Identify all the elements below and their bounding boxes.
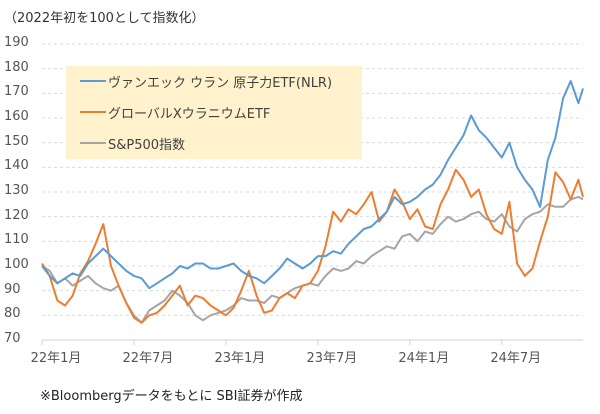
- y-tick-label: 150: [4, 133, 29, 149]
- x-tick-label: 24年1月: [398, 351, 450, 366]
- legend-label-ura: グローバルXウラニウムETF: [108, 106, 271, 122]
- legend-label-nlr: ヴァンエック ウラン 原子力ETF(NLR): [108, 75, 333, 91]
- legend-item-sp500: S&P500指数: [80, 133, 185, 153]
- x-tick-label: 22年7月: [122, 351, 174, 366]
- legend-label-sp500: S&P500指数: [108, 137, 186, 153]
- source-footnote: ※Bloombergデータをもとに SBI証券が作成: [40, 389, 303, 404]
- y-tick-label: 120: [4, 207, 29, 223]
- legend-swatch-sp500: [80, 142, 106, 144]
- y-tick-label: 80: [4, 306, 21, 322]
- x-axis: [41, 339, 583, 345]
- y-tick-label: 140: [4, 158, 29, 174]
- x-tick-label: 24年7月: [490, 351, 542, 366]
- x-tick-label: 22年1月: [30, 351, 82, 366]
- y-tick-label: 190: [4, 35, 29, 50]
- y-tick-label: 130: [4, 183, 29, 198]
- chart-subtitle: （2022年初を100として指数化）: [4, 11, 205, 26]
- x-tick-label: 23年1月: [214, 351, 266, 366]
- y-tick-label: 170: [4, 84, 29, 100]
- legend: ヴァンエック ウラン 原子力ETF(NLR) グローバルXウラニウムETF S&…: [66, 66, 362, 159]
- y-tick-label: 70: [4, 331, 21, 346]
- legend-item-nlr: ヴァンエック ウラン 原子力ETF(NLR): [80, 71, 332, 91]
- series-line-sp500: [41, 195, 584, 324]
- series-line-nlr: [41, 80, 584, 290]
- y-tick-label: 90: [4, 281, 21, 297]
- y-tick-label: 180: [4, 59, 29, 75]
- x-tick-label: 23年7月: [306, 351, 358, 366]
- legend-swatch-ura: [80, 111, 106, 113]
- legend-swatch-nlr: [80, 80, 106, 82]
- y-tick-label: 160: [4, 109, 29, 124]
- y-tick-label: 110: [4, 232, 29, 248]
- series-lines: [41, 80, 584, 324]
- y-tick-label: 100: [4, 257, 29, 272]
- legend-item-ura: グローバルXウラニウムETF: [80, 102, 270, 122]
- series-line-ura: [41, 168, 584, 324]
